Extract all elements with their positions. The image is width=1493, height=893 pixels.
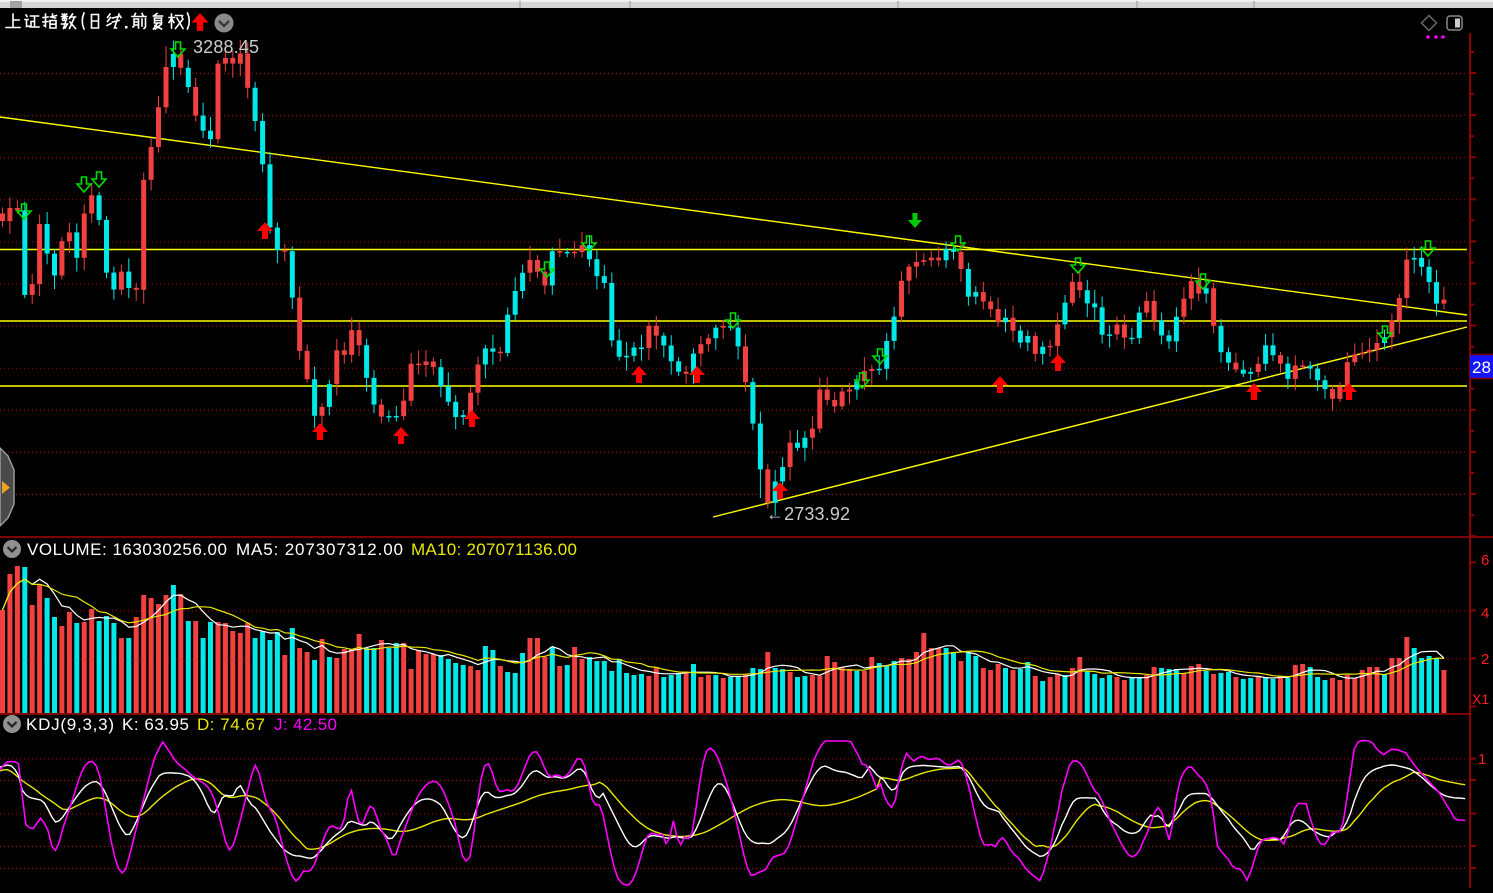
svg-text:D: 74.67: D: 74.67 (197, 715, 265, 734)
svg-text:2: 2 (1481, 651, 1489, 668)
svg-text:MA10: 207071136.00: MA10: 207071136.00 (411, 540, 577, 559)
svg-text:3288.45: 3288.45 (193, 37, 259, 57)
svg-text:4: 4 (1481, 605, 1489, 622)
svg-text:J: 42.50: J: 42.50 (274, 715, 337, 734)
svg-text:1: 1 (1478, 751, 1486, 768)
svg-text:X1: X1 (1472, 691, 1489, 707)
svg-text:28: 28 (1472, 358, 1491, 377)
svg-text:VOLUME: 163030256.00: VOLUME: 163030256.00 (27, 540, 227, 559)
svg-text:←2733.92: ←2733.92 (766, 504, 850, 524)
svg-text:K: 63.95: K: 63.95 (122, 715, 189, 734)
svg-text:MA5: 207307312.00: MA5: 207307312.00 (236, 540, 403, 559)
svg-text:6: 6 (1481, 552, 1489, 569)
svg-text:KDJ(9,3,3): KDJ(9,3,3) (26, 715, 114, 734)
